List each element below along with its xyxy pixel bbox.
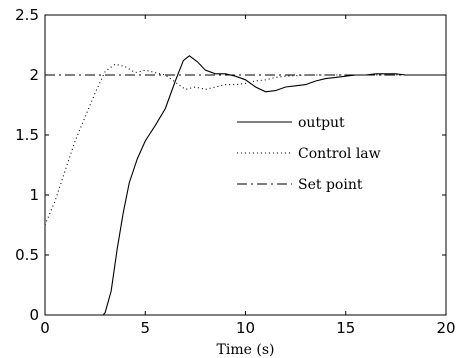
y-tick-label: 2.5 [15, 6, 39, 24]
x-tick-label: 10 [236, 319, 255, 337]
x-tick-label: 20 [436, 319, 455, 337]
series-layer [44, 55, 446, 316]
legend: output Control law Set point [237, 115, 381, 193]
y-tick-label: 0.5 [15, 246, 39, 264]
x-axis-label: Time (s) [217, 342, 275, 358]
legend-label: Control law [298, 146, 381, 162]
y-tick-label: 2 [29, 66, 39, 84]
y-tick-label: 1 [29, 186, 39, 204]
ticks-layer: 0 5 10 15 20 0 0.5 1 1.5 2 2.5 [15, 6, 455, 337]
x-tick-label: 0 [40, 319, 50, 337]
x-tick-label: 5 [140, 319, 150, 337]
y-tick-label: 0 [29, 306, 39, 324]
plot-area [44, 14, 447, 316]
x-tick-label: 15 [336, 319, 355, 337]
y-tick-label: 1.5 [15, 126, 39, 144]
series-line-0 [45, 55, 446, 316]
legend-label: Set point [298, 177, 363, 193]
legend-label: output [298, 115, 345, 131]
